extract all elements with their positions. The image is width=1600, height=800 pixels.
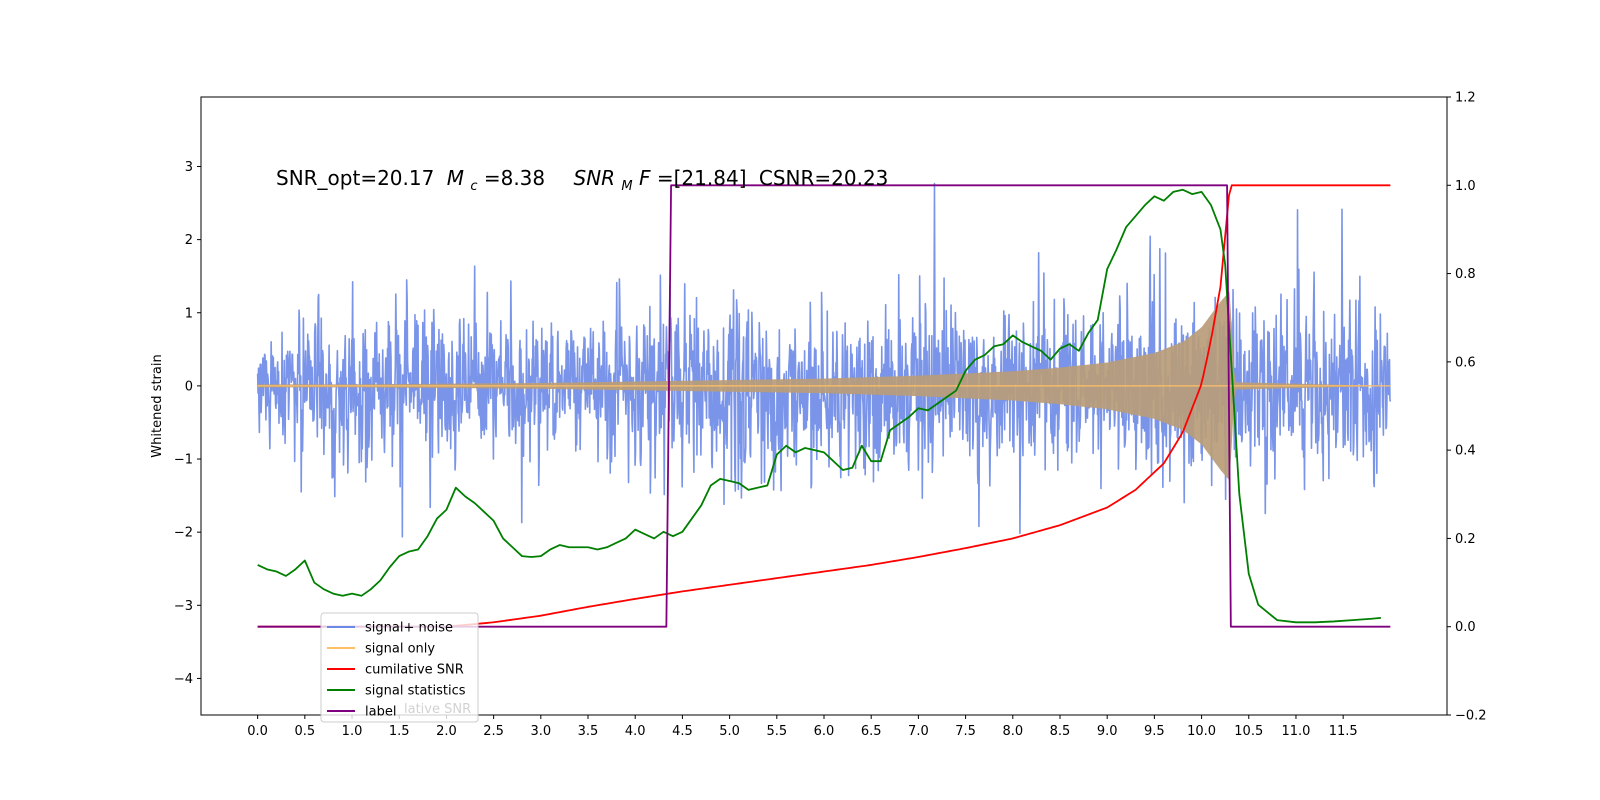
left-y-tick-label: −2 (174, 526, 193, 541)
legend-label: cumilative SNR (365, 663, 464, 678)
annotation-mc-subscript: c (470, 179, 477, 194)
right-y-tick-label: 0.8 (1455, 267, 1476, 282)
x-tick-label: 7.5 (955, 724, 976, 739)
annotation-snrmf-f: F (639, 166, 651, 190)
legend-label: label (365, 705, 396, 720)
left-y-tick-label: −1 (174, 453, 193, 468)
right-y-tick-label: −0.2 (1455, 709, 1487, 724)
left-y-tick-label: 0 (185, 379, 193, 394)
legend-label: signal+ noise (365, 621, 453, 636)
legend-box (320, 612, 479, 723)
x-tick-label: 7.0 (908, 724, 929, 739)
right-y-tick-label: 0.6 (1455, 355, 1476, 370)
x-tick-label: 3.5 (578, 724, 599, 739)
x-tick-label: 3.0 (530, 724, 551, 739)
right-y-tick-label: 1.0 (1455, 179, 1476, 194)
x-tick-label: 8.0 (1002, 724, 1023, 739)
legend-ghost-text: lative SNR (404, 702, 471, 717)
x-tick-label: 2.0 (436, 724, 457, 739)
left-y-tick-label: 1 (185, 306, 193, 321)
x-tick-label: 5.5 (766, 724, 787, 739)
annotation-mc-symbol: M (447, 166, 464, 190)
x-tick-label: 6.0 (814, 724, 835, 739)
annotation-snrmf-value: =[21.84] (657, 166, 747, 190)
x-tick-label: 9.5 (1144, 724, 1165, 739)
left-y-tick-label: −4 (174, 672, 193, 687)
annotation-csnr: CSNR=20.23 (759, 166, 889, 190)
x-tick-label: 8.5 (1050, 724, 1071, 739)
left-y-tick-label: 3 (185, 160, 193, 175)
annotation-mc-value: =8.38 (484, 166, 545, 190)
left-y-tick-label: −3 (174, 599, 193, 614)
chart-annotation: SNR_opt=20.17 M c =8.38 SNR M F =[21.84]… (276, 166, 888, 195)
right-y-axis: 1.2 1.0 0.8 0.6 0.4 0.2 0.0 −0.2 (1447, 91, 1487, 724)
x-tick-label: 11.0 (1281, 724, 1310, 739)
left-y-axis: 3 2 1 0 −1 −2 −3 −4 (174, 160, 201, 687)
legend-label: signal only (365, 642, 435, 657)
x-tick-label: 5.0 (719, 724, 740, 739)
label-line (257, 184, 1391, 628)
y-axis-label: Whitened strain (150, 354, 165, 457)
x-tick-label: 11.5 (1329, 724, 1358, 739)
x-tick-label: 10.0 (1187, 724, 1216, 739)
right-y-tick-label: 0.2 (1455, 532, 1476, 547)
annotation-snrmf-subscript: M (621, 179, 632, 194)
x-tick-label: 1.0 (342, 724, 363, 739)
x-tick-label: 4.0 (625, 724, 646, 739)
x-tick-label: 1.5 (389, 724, 410, 739)
x-tick-label: 10.5 (1234, 724, 1263, 739)
right-y-tick-label: 1.2 (1455, 91, 1476, 106)
x-tick-label: 0.5 (294, 724, 315, 739)
x-axis: 0.0 0.5 1.0 1.5 2.0 2.5 3.0 3.5 4.0 4.5 5.0 5.5 6.0 6… (247, 715, 1358, 739)
x-tick-label: 4.5 (672, 724, 693, 739)
legend-label: signal statistics (365, 684, 466, 699)
legend: lative SNR signal+ noise signal only cumil… (320, 612, 479, 723)
x-tick-label: 9.0 (1097, 724, 1118, 739)
signal-statistics-line (257, 188, 1382, 624)
right-y-tick-label: 0.4 (1455, 444, 1476, 459)
left-y-tick-label: 2 (185, 233, 193, 248)
x-tick-label: 0.0 (247, 724, 268, 739)
x-tick-label: 6.5 (861, 724, 882, 739)
right-y-tick-label: 0.0 (1455, 620, 1476, 635)
annotation-snrmf-symbol: SNR (574, 166, 616, 190)
annotation-snr-opt: SNR_opt=20.17 (276, 166, 434, 190)
x-tick-label: 2.5 (483, 724, 504, 739)
